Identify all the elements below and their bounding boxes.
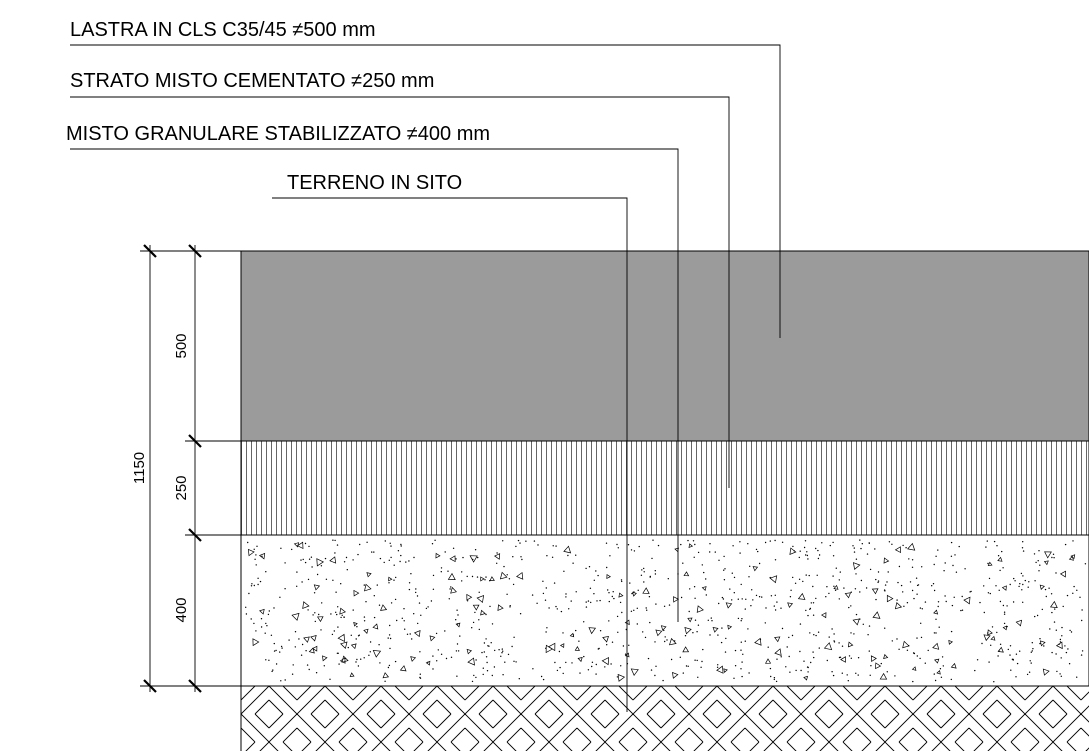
dimension-ticks: [143, 244, 202, 693]
leader-line-cement: [70, 96, 730, 488]
layer-granular-stabilized: [240, 534, 1089, 687]
label-granular-stabilized: MISTO GRANULARE STABILIZZATO ≠400 mm: [66, 123, 490, 145]
leader-line-granular: [70, 148, 679, 622]
label-cement-treated: STRATO MISTO CEMENTATO ≠250 mm: [70, 70, 434, 92]
dimension-lines: [140, 245, 241, 692]
layer-native-soil: [241, 686, 1089, 751]
dim-total-label: 1150: [131, 452, 148, 484]
layer-cement-treated: [240, 440, 1089, 536]
leader-line-slab: [70, 44, 781, 338]
aggregate-texture: [245, 539, 1087, 683]
dim-slab-label: 500: [173, 333, 190, 358]
leader-lines: [70, 44, 781, 712]
leader-line-soil: [272, 197, 628, 712]
dim-cement-label: 250: [173, 475, 190, 500]
label-native-soil: TERRENO IN SITO: [287, 172, 462, 194]
dim-granular-label: 400: [173, 597, 190, 622]
label-concrete-slab: LASTRA IN CLS C35/45 ≠500 mm: [70, 19, 376, 41]
layer-concrete-slab: [240, 250, 1089, 442]
